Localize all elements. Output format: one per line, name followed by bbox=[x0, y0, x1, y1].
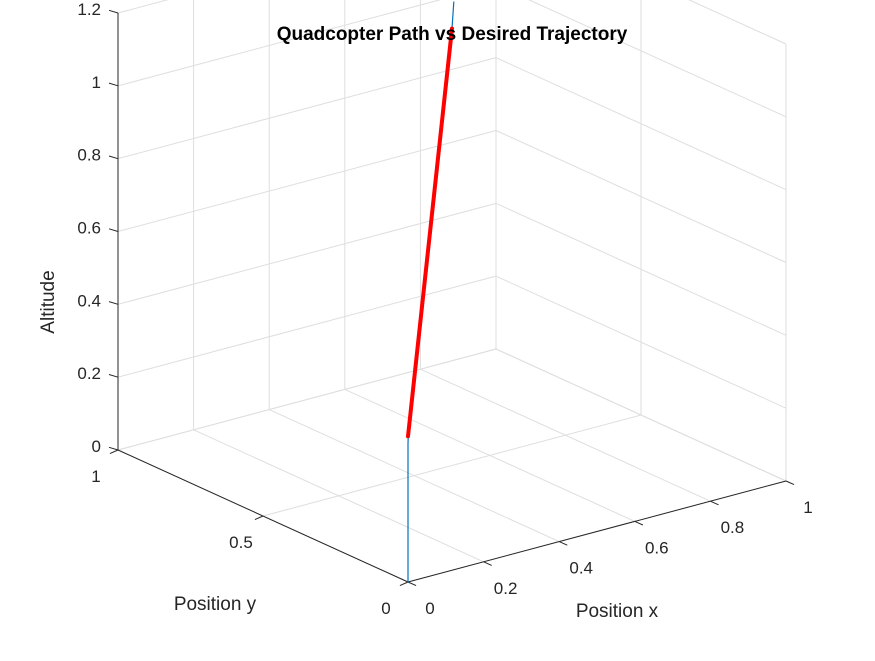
z-axis-label: Altitude bbox=[38, 270, 59, 333]
z-tick-mark bbox=[108, 301, 119, 305]
wall-y-grid-line-z bbox=[117, 0, 442, 87]
wall-x-grid-line-z bbox=[495, 275, 787, 409]
chart-title: Quadcopter Path vs Desired Trajectory bbox=[277, 24, 628, 45]
z-tick-label: 1.2 bbox=[77, 0, 101, 19]
wall-x-grid-line-z bbox=[495, 130, 787, 263]
x-tick-mark bbox=[407, 581, 417, 587]
x-tick-mark bbox=[710, 500, 719, 506]
x-tick-mark bbox=[558, 541, 568, 546]
wall-y-grid-line-z bbox=[117, 202, 497, 305]
tick-labels: 0 0.2 0.4 0.6 0.8 1 0 0.5 1 0 0.2 0.4 0.6 0.8 1 1.2 bbox=[77, 0, 812, 618]
x-tick-label: 0 bbox=[425, 599, 434, 618]
desired-trajectory-line bbox=[406, 26, 454, 439]
x-tick-mark bbox=[785, 480, 795, 486]
z-tick-label: 0 bbox=[92, 437, 101, 456]
x-tick-mark bbox=[483, 561, 492, 566]
z-tick-label: 0.6 bbox=[77, 219, 101, 238]
grid-lines bbox=[117, 0, 787, 583]
wall-x-grid-line-z bbox=[495, 348, 787, 482]
z-tick-mark bbox=[108, 9, 119, 14]
axes bbox=[108, 9, 795, 587]
y-tick-mark bbox=[399, 581, 409, 587]
floor-grid-line-y bbox=[262, 414, 642, 517]
y-tick-mark bbox=[254, 515, 264, 521]
wall-x-grid-line-z bbox=[495, 202, 787, 336]
x-tick-label: 0.8 bbox=[721, 518, 745, 537]
series-lines bbox=[406, 1, 455, 583]
y-tick-label: 0 bbox=[381, 599, 390, 618]
wall-x-grid-line-z bbox=[528, 0, 787, 118]
wall-y-grid-line-z bbox=[117, 0, 169, 14]
z-tick-label: 0.4 bbox=[77, 291, 101, 310]
z-tick-mark bbox=[108, 155, 119, 160]
wall-y-grid-line-z bbox=[117, 348, 497, 451]
z-tick-label: 0.8 bbox=[77, 146, 101, 165]
y-tick-label: 0.5 bbox=[229, 533, 253, 552]
wall-y-grid-line-z bbox=[117, 57, 497, 160]
x-tick-label: 0.2 bbox=[494, 579, 518, 598]
wall-x-grid-line-z bbox=[495, 57, 787, 191]
x-axis-label: Position x bbox=[576, 601, 659, 622]
z-tick-mark bbox=[108, 82, 119, 87]
x-axis-line bbox=[407, 480, 787, 583]
x-tick-mark bbox=[634, 520, 644, 526]
z-tick-mark bbox=[108, 373, 119, 378]
z-tick-label: 1 bbox=[92, 73, 101, 92]
z-tick-mark bbox=[108, 228, 119, 232]
z-tick-label: 0.2 bbox=[77, 364, 101, 383]
x-tick-label: 0.4 bbox=[569, 559, 593, 578]
x-tick-label: 0.6 bbox=[645, 538, 669, 557]
y-tick-mark bbox=[109, 449, 119, 455]
y-axis-label: Position y bbox=[174, 594, 257, 615]
wall-y-grid-line-z bbox=[117, 130, 497, 232]
wall-y-grid-line-z bbox=[117, 275, 497, 378]
y-tick-label: 1 bbox=[91, 467, 100, 486]
x-tick-label: 1 bbox=[803, 498, 812, 517]
z-tick-mark bbox=[108, 446, 119, 451]
wall-x-grid-line-z bbox=[688, 0, 787, 45]
